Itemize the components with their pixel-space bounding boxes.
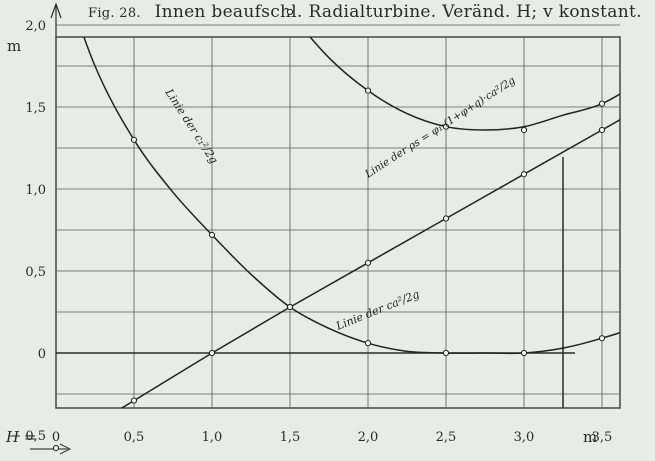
y-tick-label: 1,0: [25, 183, 46, 198]
data-point-upper: [520, 126, 528, 134]
x-axis-label: H =: [6, 428, 37, 446]
y-tick-label: 0,5: [25, 265, 46, 280]
y-tick-label: 1,5: [25, 101, 46, 116]
x-tick-label: 3,5: [592, 430, 613, 445]
plot-border: [55, 36, 621, 409]
x-tick-label: 0: [52, 430, 60, 445]
data-point-linear: [130, 397, 138, 404]
x-tick-label: 3,0: [514, 430, 535, 445]
data-point-linear: [598, 126, 606, 134]
data-point-linear: [442, 215, 450, 222]
data-point-parabola: [364, 340, 372, 347]
data-point-linear: [208, 349, 216, 357]
data-point-parabola: [598, 335, 606, 342]
data-point-upper: [286, 8, 294, 15]
data-point-parabola: [520, 349, 528, 357]
series-line-linear: [120, 118, 620, 408]
figure-number: Fig. 28.: [88, 6, 141, 21]
y-axis-arrow: [50, 2, 62, 19]
x-tick-label: 1,5: [280, 430, 301, 445]
data-point-parabola: [130, 136, 138, 143]
data-point-linear: [52, 445, 60, 452]
y-tick-label: 0: [38, 347, 46, 362]
chart-title: Fig. 28. Innen beaufschl. Radialturbine.…: [88, 2, 642, 22]
series-line-upper: [309, 37, 620, 131]
data-point-upper: [364, 87, 372, 94]
x-tick-label: 1,0: [202, 430, 223, 445]
y-tick-label: − 0,5: [10, 429, 46, 444]
data-point-parabola: [286, 303, 294, 311]
series-line-parabola: [83, 37, 620, 355]
data-point-upper: [442, 123, 450, 130]
data-point-upper: [598, 100, 606, 107]
x-tick-label: 2,5: [436, 430, 457, 445]
data-point-linear: [520, 171, 528, 178]
x-direction-arrow: [59, 443, 72, 455]
x-tick-label: 2,0: [358, 430, 379, 445]
x-tick-label: 0,5: [124, 430, 145, 445]
x-axis-unit: m: [583, 428, 598, 446]
chart-title-text: Innen beaufschl. Radialturbine. Veränd. …: [154, 2, 642, 22]
y-axis-label: m: [7, 37, 22, 55]
data-point-parabola: [208, 231, 216, 239]
y-tick-label: 2,0: [25, 19, 46, 34]
series-label-parabola: Linie der ca²/2g: [333, 288, 421, 334]
series-label-linear: Linie der ρs = φ₁·(1+φ+q)·ca²/2g: [362, 74, 518, 181]
data-point-linear: [364, 259, 372, 266]
data-point-parabola: [442, 349, 450, 357]
